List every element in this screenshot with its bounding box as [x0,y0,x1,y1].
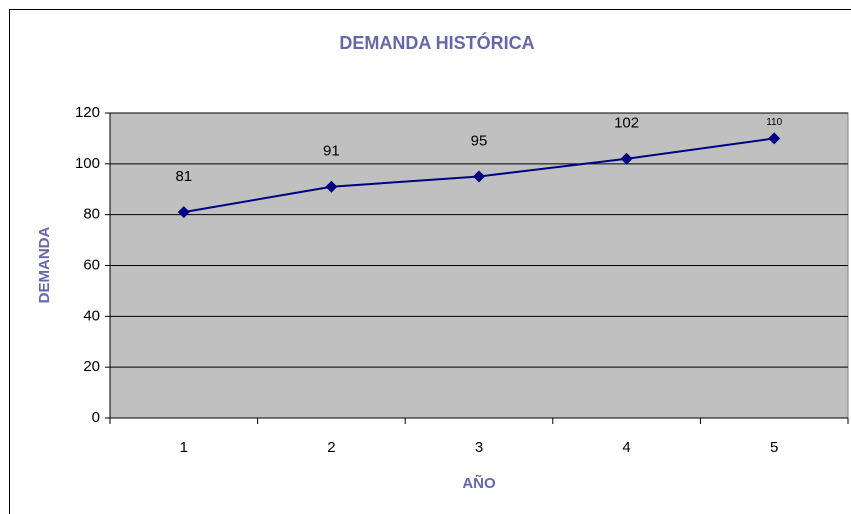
data-point [325,180,338,193]
data-point [473,170,485,183]
y-tick-label: 40 [83,307,100,324]
y-tick-label: 0 [92,409,100,426]
data-point [768,132,781,145]
x-tick-label: 2 [327,439,335,456]
y-axis-title: DEMANDA [36,227,53,304]
data-label: 81 [175,168,192,185]
data-point [177,206,190,219]
chart-title: DEMANDA HISTÓRICA [339,32,534,53]
data-label: 91 [323,143,340,160]
data-label: 110 [766,117,782,128]
y-tick-label: 60 [83,256,100,273]
data-point [620,152,633,165]
y-tick-label: 20 [83,358,100,375]
x-tick-label: 3 [475,439,483,456]
x-axis-title: AÑO [462,474,496,492]
data-label: 95 [471,133,488,150]
y-tick-label: 80 [83,206,100,223]
x-tick-label: 4 [622,439,630,456]
data-label: 102 [614,115,639,132]
x-tick-label: 1 [180,439,188,456]
y-tick-label: 120 [75,104,100,121]
x-tick-label: 5 [770,439,778,456]
y-tick-label: 100 [75,155,100,172]
